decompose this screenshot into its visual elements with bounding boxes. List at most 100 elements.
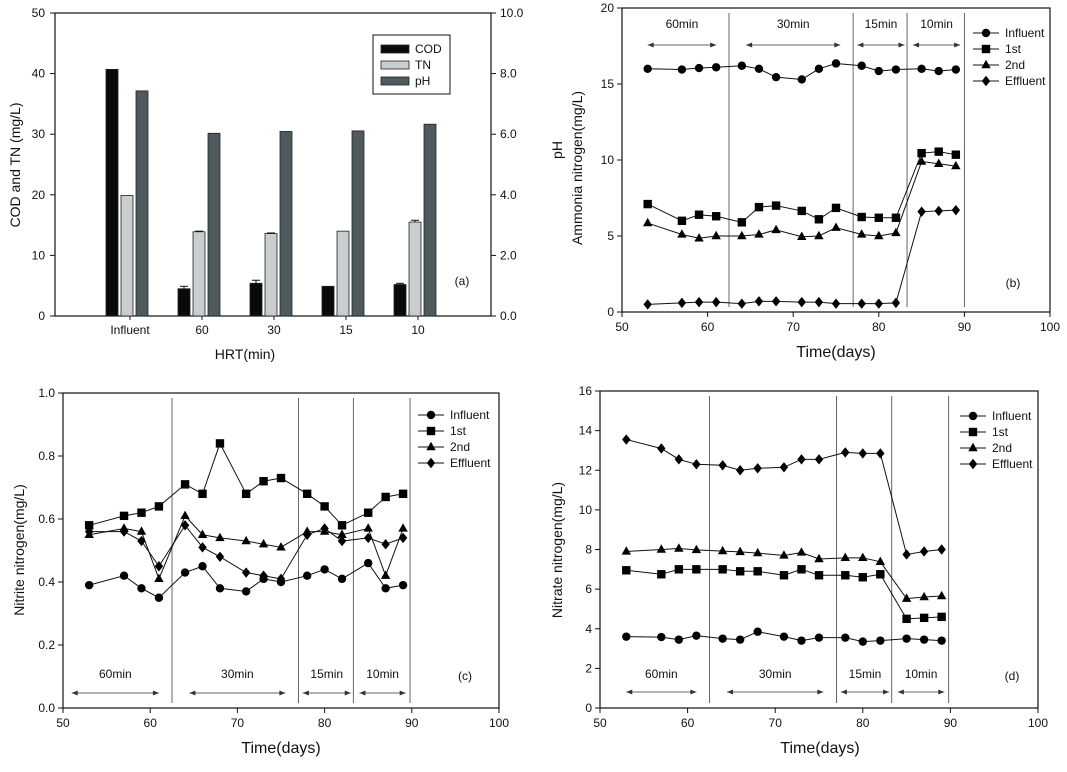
series-d: [621, 434, 947, 646]
series-line-2nd: [89, 514, 404, 581]
data-point-2nd: [752, 547, 763, 557]
data-point-effluent: [137, 535, 146, 547]
period-label: 30min: [221, 667, 254, 681]
data-point-influent: [677, 65, 687, 74]
data-point-influent: [876, 636, 885, 645]
data-point-effluent: [84, 526, 94, 537]
period-label: 30min: [759, 667, 792, 681]
data-point-influent: [137, 584, 146, 593]
data-point-2nd: [858, 552, 868, 562]
data-point-influent: [917, 64, 926, 74]
data-point-effluent: [337, 535, 347, 547]
data-point-influent: [694, 63, 704, 73]
period-label: 60min: [99, 667, 132, 681]
data-point-1st: [694, 210, 704, 219]
data-point-2nd: [840, 552, 850, 562]
y-right-tick-label: 2.0: [500, 248, 517, 262]
data-point-influent: [198, 562, 207, 571]
arrowhead-left: [857, 42, 864, 48]
legend-marker-1st: [426, 426, 436, 436]
data-point-2nd: [337, 529, 347, 538]
x-tick-label: 15: [339, 323, 353, 337]
bar-tn: [408, 221, 422, 317]
legend-marker-influent: [981, 28, 991, 38]
y-tick-label: 50: [32, 6, 46, 20]
series-line-effluent: [89, 524, 404, 580]
series-influent: [643, 59, 961, 84]
data-point-influent: [241, 587, 251, 596]
data-point-2nd: [621, 546, 631, 555]
y-axis-title-c: Nitrite nitrogen(mg/L): [11, 484, 27, 616]
data-point-1st: [737, 218, 747, 227]
y-tick-label: 2: [585, 661, 592, 675]
panel-label-d: (d): [1005, 669, 1020, 683]
data-point-effluent: [858, 448, 867, 459]
x-tick-label: Influent: [110, 323, 150, 337]
data-point-2nd: [398, 523, 408, 532]
bar-ph: [423, 123, 437, 317]
arrowhead-left: [71, 690, 78, 696]
data-point-effluent: [779, 462, 789, 473]
data-point-influent: [622, 632, 631, 641]
y-tick-label: 6: [585, 582, 592, 596]
data-point-2nd: [916, 156, 927, 165]
data-point-effluent: [737, 298, 747, 309]
data-point-2nd: [241, 535, 251, 545]
data-point-2nd: [197, 529, 208, 538]
bar-cod: [393, 284, 407, 317]
series-1st: [643, 147, 961, 227]
legend-marker-effluent: [968, 458, 978, 470]
data-point-1st: [302, 489, 312, 498]
data-point-1st: [137, 508, 146, 517]
data-point-effluent: [934, 205, 943, 217]
y-right-tick-label: 0.0: [500, 309, 517, 323]
data-point-effluent: [276, 573, 286, 585]
data-point-effluent: [711, 296, 721, 308]
period-label: 15min: [849, 667, 882, 681]
legend-marker-effluent: [426, 457, 436, 469]
data-point-effluent: [771, 296, 781, 307]
data-point-influent: [215, 584, 225, 593]
x-axis-title-c: Time(days): [241, 740, 320, 757]
data-point-2nd: [642, 217, 653, 227]
data-point-2nd: [677, 229, 687, 238]
data-point-effluent: [398, 532, 408, 544]
y-axis-left-a: 0 10 20 30 40 50: [32, 6, 55, 323]
y-right-tick-label: 6.0: [500, 127, 517, 141]
arrowhead-right: [834, 42, 841, 48]
period-label: 10min: [920, 17, 953, 31]
legend-label-2nd: 2nd: [1005, 58, 1025, 72]
plot-area-b: [621, 7, 1051, 313]
data-point-1st: [398, 489, 408, 498]
data-point-influent: [831, 59, 841, 68]
arrowhead-left: [626, 689, 633, 695]
panel-c: 50 60 70 80 90 100 0.0 0.2 0.4 0.6 0.8 1.0 60min 30m…: [11, 386, 509, 757]
period-label: 60min: [645, 667, 678, 681]
data-point-effluent: [831, 298, 841, 309]
x-tick-label: 60: [195, 323, 209, 337]
data-point-1st: [874, 213, 883, 222]
arrowhead-left: [189, 690, 196, 696]
y-tick-label: 5: [607, 229, 614, 243]
legend-d: Influent 1st 2nd Effluent: [960, 409, 1033, 471]
legend-marker-1st: [968, 427, 978, 437]
data-point-effluent: [917, 206, 926, 217]
data-point-influent: [692, 631, 701, 640]
y-tick-label: 30: [32, 127, 46, 141]
data-point-influent: [891, 65, 901, 74]
x-tick-label: 100: [489, 716, 509, 730]
data-point-1st: [754, 202, 764, 212]
data-point-1st: [779, 571, 789, 580]
data-point-influent: [364, 558, 373, 568]
data-point-2nd: [796, 547, 807, 556]
arrowhead-right: [817, 689, 824, 695]
data-point-2nd: [901, 593, 912, 602]
data-point-1st: [876, 570, 885, 579]
data-point-1st: [841, 571, 850, 580]
series-line-influent: [89, 562, 404, 599]
arrowhead-left: [302, 690, 309, 696]
data-point-1st: [154, 502, 164, 511]
data-point-influent: [119, 571, 129, 580]
data-point-effluent: [381, 539, 390, 550]
data-point-1st: [674, 565, 684, 574]
